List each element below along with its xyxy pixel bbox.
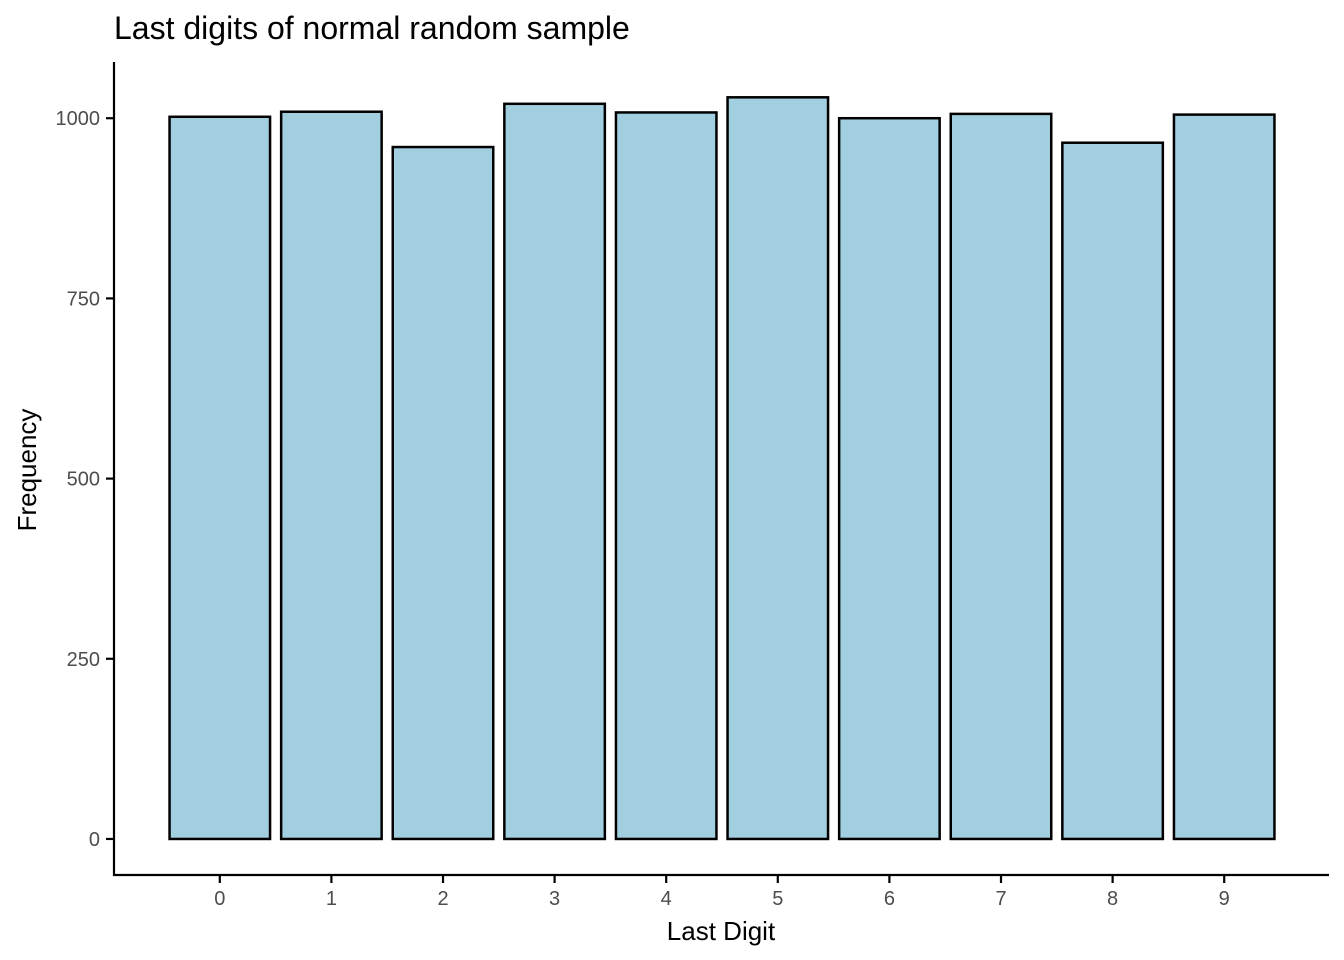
x-tick-label: 0: [214, 888, 225, 910]
y-tick-label: 500: [67, 469, 100, 491]
x-tick-label: 7: [995, 888, 1006, 910]
bars: [168, 96, 1276, 841]
x-tick-label: 1: [326, 888, 337, 910]
y-tick-label: 750: [67, 288, 100, 310]
y-axis-ticks: 0 250 500 750 1000: [56, 108, 114, 851]
bar-digit-4: [614, 111, 718, 841]
x-tick-label: 5: [772, 888, 783, 910]
x-tick-label: 6: [884, 888, 895, 910]
y-tick-label: 0: [89, 829, 100, 851]
x-tick-label: 3: [549, 888, 560, 910]
chart-title: Last digits of normal random sample: [114, 10, 630, 46]
x-axis-label: Last Digit: [667, 916, 776, 946]
y-tick-label: 250: [67, 649, 100, 671]
bar-digit-9: [1172, 113, 1276, 841]
bar-digit-0: [168, 115, 272, 841]
y-tick-label: 1000: [56, 108, 101, 130]
bar-digit-5: [726, 96, 830, 841]
bar-digit-7: [949, 112, 1053, 841]
bar-digit-1: [279, 110, 383, 841]
bar-digit-3: [503, 102, 607, 841]
x-tick-label: 9: [1219, 888, 1230, 910]
bar-digit-6: [837, 116, 941, 841]
x-tick-label: 8: [1107, 888, 1118, 910]
x-tick-label: 4: [661, 888, 672, 910]
x-tick-label: 2: [437, 888, 448, 910]
bar-digit-8: [1061, 141, 1165, 841]
x-axis-ticks: 0 1 2 3 4 5 6 7 8 9: [214, 875, 1230, 910]
y-axis-label: Frequency: [12, 409, 42, 532]
bar-digit-2: [391, 145, 495, 841]
